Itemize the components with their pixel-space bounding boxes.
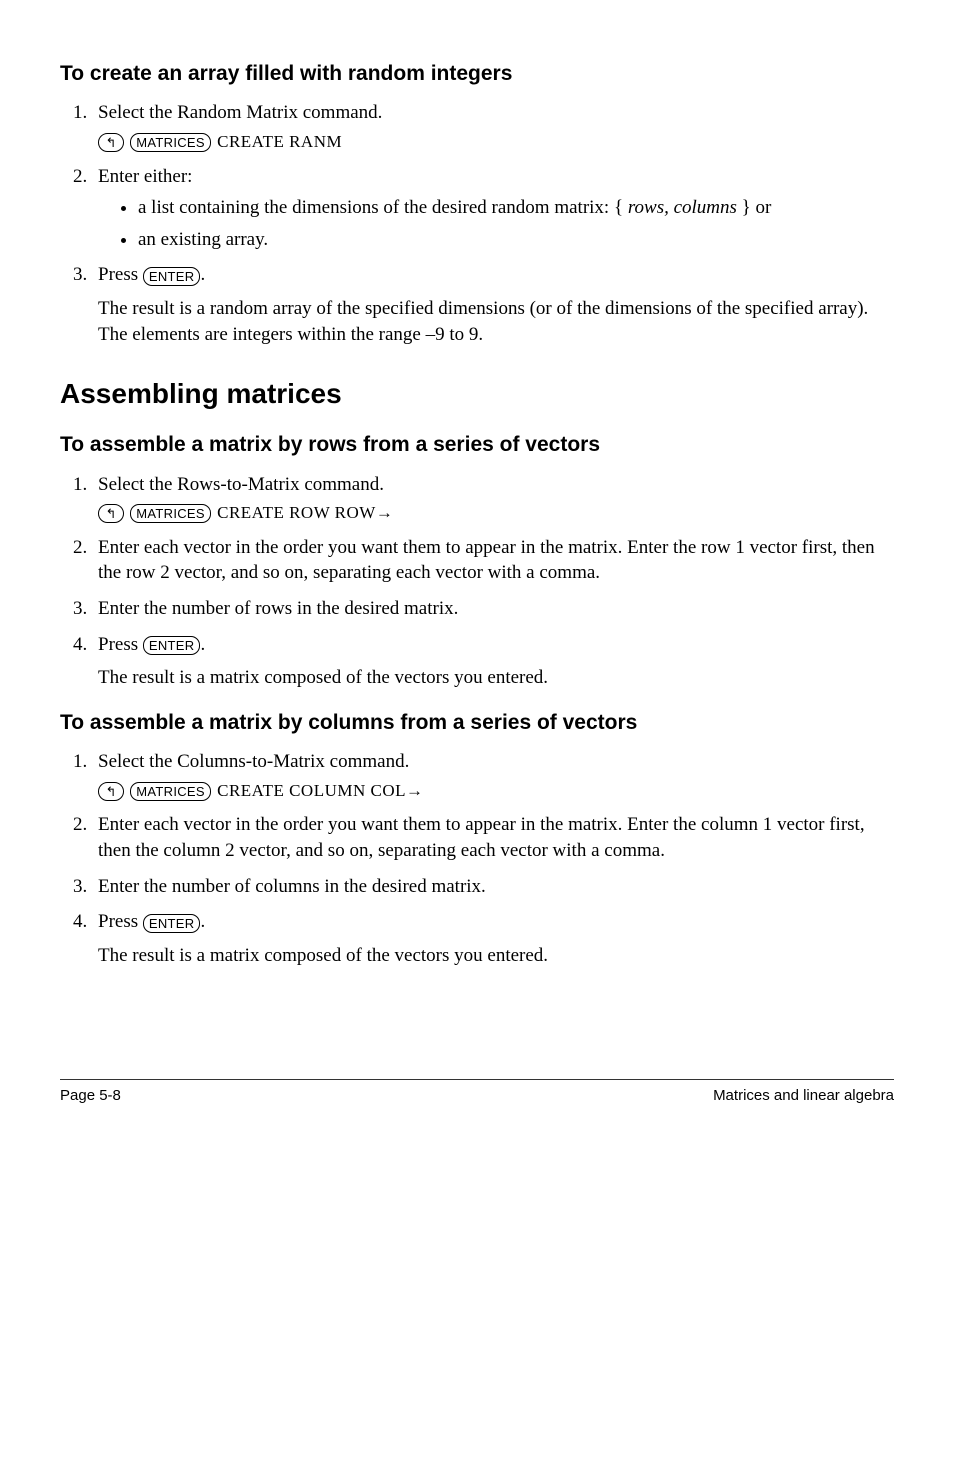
- step-text: Enter each vector in the order you want …: [98, 537, 875, 584]
- bullet-item: an existing array.: [138, 227, 894, 253]
- step-text: Enter the number of columns in the desir…: [98, 876, 486, 897]
- menu-path: CREATE COLUMN COL→: [217, 781, 423, 800]
- section1-title: To create an array filled with random in…: [60, 60, 894, 88]
- menu-path: CREATE RANM: [217, 132, 342, 151]
- shift-key-icon: ↰: [98, 782, 124, 801]
- step-text: Enter the number of rows in the desired …: [98, 598, 458, 619]
- result-text: The result is a matrix composed of the v…: [98, 665, 894, 691]
- list-item: Press ENTER. The result is a matrix comp…: [92, 632, 894, 691]
- step-text: Select the Random Matrix command.: [98, 102, 382, 123]
- matrices-key: MATRICES: [130, 782, 211, 801]
- key-sequence: ↰ MATRICES CREATE RANM: [98, 130, 894, 154]
- list-item: Select the Random Matrix command. ↰ MATR…: [92, 100, 894, 153]
- enter-key: ENTER: [143, 636, 201, 655]
- list-item: Enter each vector in the order you want …: [92, 535, 894, 586]
- list-item: Enter the number of columns in the desir…: [92, 874, 894, 900]
- bullet-prefix: a list containing the dimensions of the …: [138, 197, 628, 218]
- step-text: Select the Rows-to-Matrix command.: [98, 474, 384, 495]
- shift-key-icon: ↰: [98, 504, 124, 523]
- section3-steps: Select the Columns-to-Matrix command. ↰ …: [60, 749, 894, 968]
- list-item: Enter the number of rows in the desired …: [92, 596, 894, 622]
- page-footer: Page 5-8 Matrices and linear algebra: [60, 1079, 894, 1106]
- list-item: Press ENTER. The result is a matrix comp…: [92, 909, 894, 968]
- step-text-prefix: Press: [98, 264, 143, 285]
- bullet-italic: rows, columns: [628, 197, 737, 218]
- result-text: The result is a random array of the spec…: [98, 296, 894, 347]
- matrices-key: MATRICES: [130, 133, 211, 152]
- list-item: Press ENTER. The result is a random arra…: [92, 262, 894, 347]
- key-sequence: ↰ MATRICES CREATE COLUMN COL→: [98, 779, 894, 803]
- section1-steps: Select the Random Matrix command. ↰ MATR…: [60, 100, 894, 347]
- result-text: The result is a matrix composed of the v…: [98, 943, 894, 969]
- menu-path: CREATE ROW ROW→: [217, 503, 393, 522]
- list-item: Select the Columns-to-Matrix command. ↰ …: [92, 749, 894, 802]
- enter-key: ENTER: [143, 914, 201, 933]
- shift-key-icon: ↰: [98, 133, 124, 152]
- list-item: Select the Rows-to-Matrix command. ↰ MAT…: [92, 472, 894, 525]
- bullet-suffix: } or: [737, 197, 771, 218]
- step-text-suffix: .: [200, 911, 205, 932]
- sub-bullets: a list containing the dimensions of the …: [98, 195, 894, 252]
- footer-left: Page 5-8: [60, 1086, 121, 1106]
- key-sequence: ↰ MATRICES CREATE ROW ROW→: [98, 501, 894, 525]
- bullet-item: a list containing the dimensions of the …: [138, 195, 894, 221]
- step-text: Enter each vector in the order you want …: [98, 814, 865, 861]
- list-item: Enter each vector in the order you want …: [92, 812, 894, 863]
- step-text: Select the Columns-to-Matrix command.: [98, 751, 409, 772]
- step-text-suffix: .: [200, 264, 205, 285]
- step-text: Enter either:: [98, 166, 192, 187]
- enter-key: ENTER: [143, 267, 201, 286]
- section2-title: To assemble a matrix by rows from a seri…: [60, 431, 894, 459]
- section3-title: To assemble a matrix by columns from a s…: [60, 709, 894, 737]
- section2-steps: Select the Rows-to-Matrix command. ↰ MAT…: [60, 472, 894, 691]
- step-text-suffix: .: [200, 634, 205, 655]
- footer-right: Matrices and linear algebra: [713, 1086, 894, 1106]
- heading-assembling: Assembling matrices: [60, 375, 894, 413]
- matrices-key: MATRICES: [130, 504, 211, 523]
- step-text-prefix: Press: [98, 634, 143, 655]
- step-text-prefix: Press: [98, 911, 143, 932]
- bullet-prefix: an existing array.: [138, 229, 268, 250]
- list-item: Enter either: a list containing the dime…: [92, 164, 894, 253]
